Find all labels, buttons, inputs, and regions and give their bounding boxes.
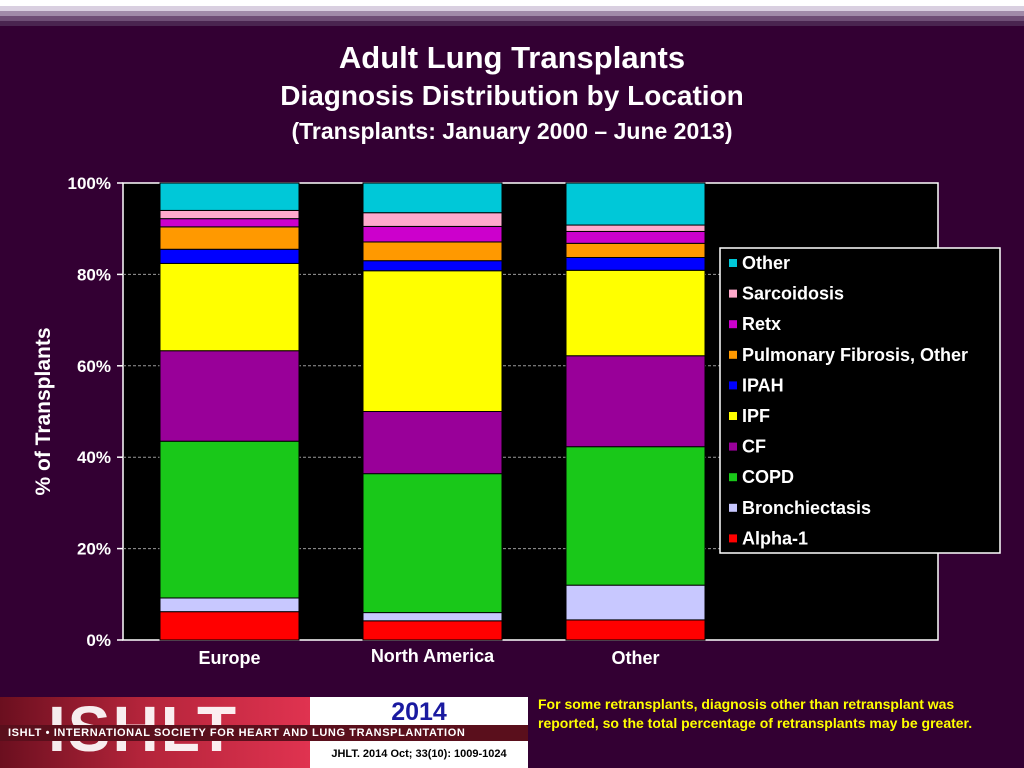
bar-segment — [565, 446, 706, 586]
footer-branding: ISHLT ISHLT • INTERNATIONAL SOCIETY FOR … — [0, 697, 528, 768]
bar-segment — [565, 230, 706, 244]
bar-segment — [362, 225, 503, 243]
legend-swatch — [729, 259, 737, 267]
slide-title-block: Adult Lung Transplants Diagnosis Distrib… — [0, 38, 1024, 148]
legend-label: IPAH — [742, 375, 784, 395]
bar-segment — [159, 597, 300, 613]
society-name: ISHLT • INTERNATIONAL SOCIETY FOR HEART … — [0, 725, 528, 741]
y-tick-label: 100% — [68, 174, 111, 193]
bar-segment — [362, 182, 503, 214]
bar-segment — [362, 241, 503, 262]
y-tick-label: 60% — [77, 357, 111, 376]
bar-segment — [565, 584, 706, 621]
y-axis-label: % of Transplants — [32, 327, 55, 495]
legend-box — [719, 247, 1001, 554]
bar-segment — [362, 212, 503, 227]
chart-subtitle: Diagnosis Distribution by Location — [280, 80, 744, 111]
bar-segment — [565, 242, 706, 258]
legend-swatch — [729, 381, 737, 390]
x-tick-label: North America — [371, 646, 495, 666]
journal-reference: JHLT. 2014 Oct; 33(10): 1009-1024 — [331, 748, 507, 760]
bar-segment — [565, 256, 706, 271]
bar-segment — [159, 611, 300, 641]
legend-swatch — [729, 320, 737, 329]
bar-segment — [362, 612, 503, 622]
legend-label: Pulmonary Fibrosis, Other — [742, 345, 968, 365]
bar-segment — [362, 620, 503, 641]
bar-segment — [159, 350, 300, 442]
bar-segment — [159, 262, 300, 352]
legend-label: CF — [742, 437, 766, 457]
legend-swatch — [729, 412, 737, 420]
x-tick-label: Europe — [198, 648, 260, 668]
bar-segment — [159, 226, 300, 250]
legend-swatch — [729, 289, 737, 298]
bar-segment — [362, 411, 503, 475]
legend-label: Sarcoidosis — [742, 284, 844, 304]
legend-swatch — [729, 534, 737, 543]
chart-title: Adult Lung Transplants — [338, 40, 686, 75]
bar-segment — [159, 182, 300, 211]
legend-label: Retx — [742, 314, 781, 334]
bar-segment — [362, 473, 503, 614]
bar-segment — [565, 269, 706, 357]
y-tick-label: 80% — [77, 265, 111, 284]
bar-segment — [565, 224, 706, 232]
y-tick-label: 20% — [77, 540, 111, 559]
bar-segment — [159, 440, 300, 599]
header-stripes — [0, 0, 1024, 28]
bar-segment — [159, 209, 300, 220]
bar-segment — [565, 619, 706, 641]
bar-segment — [362, 260, 503, 272]
report-year: 2014 — [391, 698, 447, 726]
legend-label: IPF — [742, 406, 770, 426]
footnote: For some retransplants, diagnosis other … — [538, 696, 973, 731]
chart-period: (Transplants: January 2000 – June 2013) — [291, 118, 733, 144]
y-tick-label: 0% — [86, 631, 111, 650]
legend-label: Bronchiectasis — [742, 498, 871, 518]
stacked-bar-chart: 0% 20% 40% 60% 80% 100% % of Transplants Europe… — [32, 174, 1001, 668]
legend-label: Other — [742, 253, 790, 273]
legend-swatch — [729, 503, 737, 512]
legend-label: COPD — [742, 467, 794, 487]
legend-swatch — [729, 473, 737, 482]
bar-segment — [159, 218, 300, 228]
legend-label: Alpha-1 — [742, 528, 808, 548]
bar-segment — [565, 182, 706, 226]
bar-segment — [565, 355, 706, 448]
bar-segment — [159, 248, 300, 264]
y-tick-label: 40% — [77, 448, 111, 467]
bar-segment — [362, 270, 503, 412]
x-tick-label: Other — [611, 648, 659, 668]
legend-swatch — [729, 350, 737, 359]
legend-swatch — [729, 442, 737, 451]
